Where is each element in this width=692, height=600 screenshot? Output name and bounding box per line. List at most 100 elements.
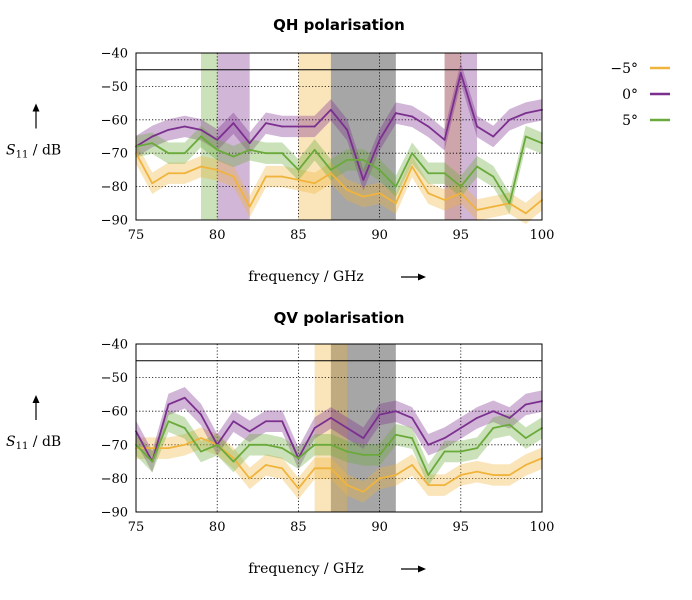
data-point <box>459 427 462 429</box>
data-point <box>492 474 495 476</box>
data-point <box>508 474 511 476</box>
data-point <box>329 108 332 111</box>
x-tick-label: 90 <box>371 228 388 243</box>
data-point <box>281 467 284 470</box>
x-axis-arrowhead-icon <box>418 273 426 281</box>
series-line-5 <box>135 420 543 476</box>
data-point <box>443 138 446 141</box>
data-point <box>362 158 365 161</box>
data-point <box>411 165 413 168</box>
data-point <box>232 457 235 460</box>
data-point <box>313 148 316 151</box>
data-point <box>216 443 219 446</box>
data-point <box>167 420 170 423</box>
data-point <box>394 202 397 205</box>
data-point <box>151 135 154 138</box>
data-point <box>362 453 365 456</box>
data-point <box>508 417 511 419</box>
data-point <box>200 128 202 131</box>
data-point <box>329 417 332 419</box>
data-point <box>248 148 251 151</box>
data-point <box>248 477 251 480</box>
data-point <box>394 410 397 413</box>
x-tick-label: 95 <box>453 228 470 243</box>
data-point <box>297 125 300 128</box>
series-uncertainty-band-5 <box>136 125 542 214</box>
y-tick-label: −60 <box>101 405 128 420</box>
x-tick-label: 100 <box>530 520 555 535</box>
data-point <box>329 443 332 446</box>
series-line-0 <box>135 72 543 181</box>
data-point <box>443 172 446 175</box>
data-point <box>313 125 316 128</box>
y-tick-label: −50 <box>101 371 128 386</box>
y-axis-label: S11 / dB <box>6 434 61 452</box>
data-point <box>183 172 186 175</box>
data-point <box>297 179 300 181</box>
data-point <box>346 158 349 161</box>
data-point <box>329 467 332 470</box>
y-tick-label: −90 <box>101 506 128 521</box>
data-point <box>411 437 413 439</box>
highlight-band <box>330 344 396 512</box>
data-point <box>492 410 495 413</box>
data-point <box>394 433 397 436</box>
data-point <box>459 474 462 476</box>
series-shaded-range-minus-5 <box>298 53 331 220</box>
data-point <box>378 169 381 171</box>
data-point <box>248 205 251 208</box>
data-point <box>492 205 495 208</box>
y-tick-label: −60 <box>101 113 128 128</box>
chart-title: QV polarisation <box>274 309 405 327</box>
data-point <box>232 122 235 125</box>
plot-frame <box>135 343 543 513</box>
data-point <box>313 427 316 429</box>
series-line-0 <box>135 396 543 463</box>
data-point <box>476 470 478 473</box>
series-shaded-range-5 <box>200 53 218 220</box>
data-point <box>443 450 446 453</box>
x-axis-arrowhead-icon <box>418 565 426 573</box>
y-tick-label: −80 <box>101 180 128 195</box>
chart-title: QH polarisation <box>273 16 405 34</box>
data-point <box>346 484 349 487</box>
data-point <box>167 403 170 406</box>
x-tick-label: 90 <box>371 520 388 535</box>
data-point <box>183 125 186 128</box>
data-point <box>183 152 186 155</box>
x-tick-label: 80 <box>209 228 226 243</box>
x-axis-label: frequency / GHz <box>248 269 364 285</box>
x-tick-label: 85 <box>290 520 307 535</box>
data-point <box>427 192 430 195</box>
data-point <box>459 450 462 453</box>
data-point <box>232 175 235 178</box>
data-point <box>346 128 349 131</box>
data-point <box>411 417 413 419</box>
data-point <box>265 122 267 125</box>
highlight-band <box>330 53 396 220</box>
data-point <box>378 453 381 456</box>
data-point <box>476 125 478 128</box>
data-point <box>346 189 349 191</box>
data-point <box>313 467 316 470</box>
x-tick-label: 75 <box>128 228 145 243</box>
data-point <box>329 172 332 175</box>
data-point <box>508 202 511 205</box>
data-point <box>297 169 300 171</box>
legend-label-5: 5° <box>622 113 638 129</box>
data-point <box>216 169 219 171</box>
series-line-5 <box>135 135 543 205</box>
legend-label-0: 0° <box>622 87 638 103</box>
data-point <box>281 152 284 155</box>
legend: −5° 0° 5° <box>610 61 670 129</box>
x-axis-label: frequency / GHz <box>248 561 364 577</box>
y-axis-arrowhead-icon <box>32 103 40 112</box>
data-point <box>200 450 202 453</box>
data-point <box>427 172 430 175</box>
data-point <box>362 437 365 439</box>
x-tick-label: 95 <box>453 520 470 535</box>
data-point <box>476 417 478 419</box>
data-point <box>167 172 170 175</box>
